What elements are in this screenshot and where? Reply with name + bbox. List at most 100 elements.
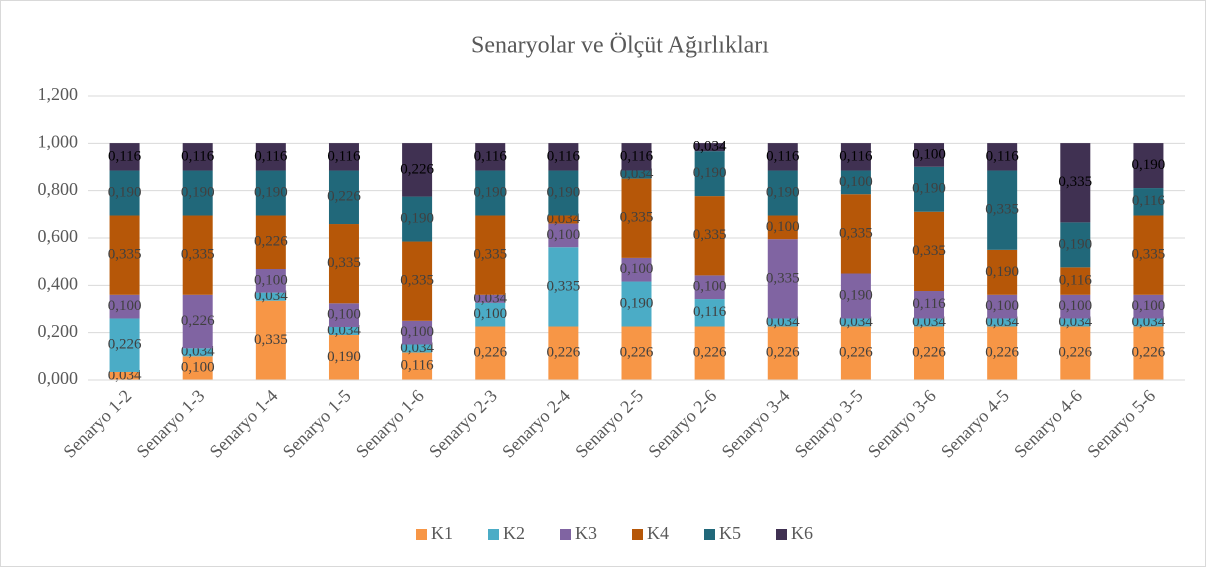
data-label: 0,226 bbox=[912, 345, 946, 361]
legend-swatch bbox=[632, 529, 643, 540]
bar-segment bbox=[328, 170, 359, 225]
data-label: 0,226 bbox=[1058, 345, 1092, 361]
bar-segment bbox=[182, 294, 213, 349]
bar-segment bbox=[328, 224, 359, 304]
bar-segment bbox=[767, 318, 798, 327]
y-tick-label: 0,600 bbox=[38, 226, 79, 246]
legend-label: K1 bbox=[431, 523, 453, 543]
data-label: 0,335 bbox=[327, 255, 361, 271]
bar-segment bbox=[1060, 318, 1091, 327]
bar-segment bbox=[1133, 215, 1164, 295]
data-label: 0,100 bbox=[693, 279, 727, 295]
bar-segment bbox=[182, 170, 213, 216]
data-label: 0,100 bbox=[1058, 298, 1092, 314]
bar-segment bbox=[621, 178, 652, 258]
data-label: 0,335 bbox=[108, 247, 142, 263]
bar-segment bbox=[840, 170, 871, 195]
y-tick-label: 1,000 bbox=[38, 131, 79, 151]
bar-segment bbox=[1060, 294, 1091, 319]
data-label: 0,335 bbox=[693, 227, 727, 243]
legend-label: K6 bbox=[791, 523, 813, 543]
legend-swatch bbox=[416, 529, 427, 540]
data-label: 0,116 bbox=[693, 304, 727, 320]
bar-segment bbox=[402, 344, 433, 353]
bar-segment bbox=[1060, 267, 1091, 295]
bar-segment bbox=[548, 326, 579, 380]
data-label: 0,226 bbox=[693, 345, 727, 361]
bar-segment bbox=[548, 247, 579, 327]
bar-segment bbox=[840, 143, 871, 171]
data-label: 0,335 bbox=[1058, 174, 1092, 190]
legend-swatch bbox=[560, 529, 571, 540]
data-label: 0,116 bbox=[254, 148, 288, 164]
data-label: 0,116 bbox=[400, 358, 434, 374]
bar-segment bbox=[109, 371, 140, 380]
data-label: 0,335 bbox=[620, 210, 654, 226]
bar-segment bbox=[402, 241, 433, 321]
bar-segment bbox=[840, 273, 871, 319]
bar-segment bbox=[767, 326, 798, 380]
bar-segment bbox=[914, 211, 945, 292]
bar-segment bbox=[402, 352, 433, 380]
legend-swatch bbox=[704, 529, 715, 540]
bar-segment bbox=[109, 215, 140, 295]
bar-segment bbox=[182, 356, 213, 380]
data-label: 0,335 bbox=[985, 202, 1019, 218]
data-label: 0,100 bbox=[108, 298, 142, 314]
data-label: 0,335 bbox=[912, 243, 946, 259]
legend-label: K3 bbox=[575, 523, 597, 543]
bar-segment bbox=[1060, 326, 1091, 380]
data-label: 0,226 bbox=[766, 345, 800, 361]
data-label: 0,335 bbox=[1132, 247, 1166, 263]
bar-segment bbox=[987, 143, 1018, 171]
data-label: 0,226 bbox=[108, 337, 142, 353]
data-label: 0,100 bbox=[327, 307, 361, 323]
bar-segment bbox=[914, 166, 945, 212]
data-label: 0,226 bbox=[327, 189, 361, 205]
data-label: 0,226 bbox=[181, 313, 215, 329]
data-label: 0,116 bbox=[912, 296, 946, 312]
data-label: 0,116 bbox=[327, 148, 361, 164]
data-label: 0,190 bbox=[1058, 236, 1092, 252]
bar-segment bbox=[987, 294, 1018, 319]
data-label: 0,190 bbox=[181, 184, 215, 200]
data-label: 0,100 bbox=[985, 298, 1019, 314]
data-label: 0,100 bbox=[400, 324, 434, 340]
data-label: 0,335 bbox=[839, 225, 873, 241]
bar-segment bbox=[914, 143, 945, 167]
bar-segment bbox=[402, 143, 433, 197]
data-label: 0,335 bbox=[400, 273, 434, 289]
bar-segment bbox=[182, 143, 213, 171]
bar-segment bbox=[694, 143, 725, 152]
data-label: 0,116 bbox=[108, 148, 142, 164]
bar-segment bbox=[475, 294, 506, 303]
bar-segment bbox=[255, 215, 286, 270]
data-label: 0,116 bbox=[766, 148, 800, 164]
bar-segment bbox=[182, 215, 213, 295]
bar-segment bbox=[255, 143, 286, 171]
data-label: 0,226 bbox=[546, 345, 580, 361]
bar-segment bbox=[475, 170, 506, 216]
bar-segment bbox=[767, 215, 798, 240]
y-tick-label: 1,200 bbox=[38, 84, 79, 104]
data-label: 0,190 bbox=[254, 184, 288, 200]
data-label: 0,100 bbox=[473, 306, 507, 322]
data-label: 0,226 bbox=[985, 345, 1019, 361]
bar-segment bbox=[1133, 326, 1164, 380]
y-tick-label: 0,800 bbox=[38, 179, 79, 199]
bar-segment bbox=[621, 143, 652, 171]
bar-segment bbox=[1133, 318, 1164, 327]
data-label: 0,100 bbox=[546, 227, 580, 243]
bar-segment bbox=[914, 291, 945, 319]
bar-segment bbox=[840, 194, 871, 274]
data-label: 0,116 bbox=[1132, 193, 1166, 209]
bar-segment bbox=[475, 143, 506, 171]
bar-segment bbox=[1133, 143, 1164, 189]
data-label: 0,190 bbox=[912, 181, 946, 197]
data-label: 0,226 bbox=[473, 345, 507, 361]
data-label: 0,335 bbox=[473, 247, 507, 263]
data-label: 0,100 bbox=[181, 360, 215, 376]
bar-segment bbox=[328, 335, 359, 380]
